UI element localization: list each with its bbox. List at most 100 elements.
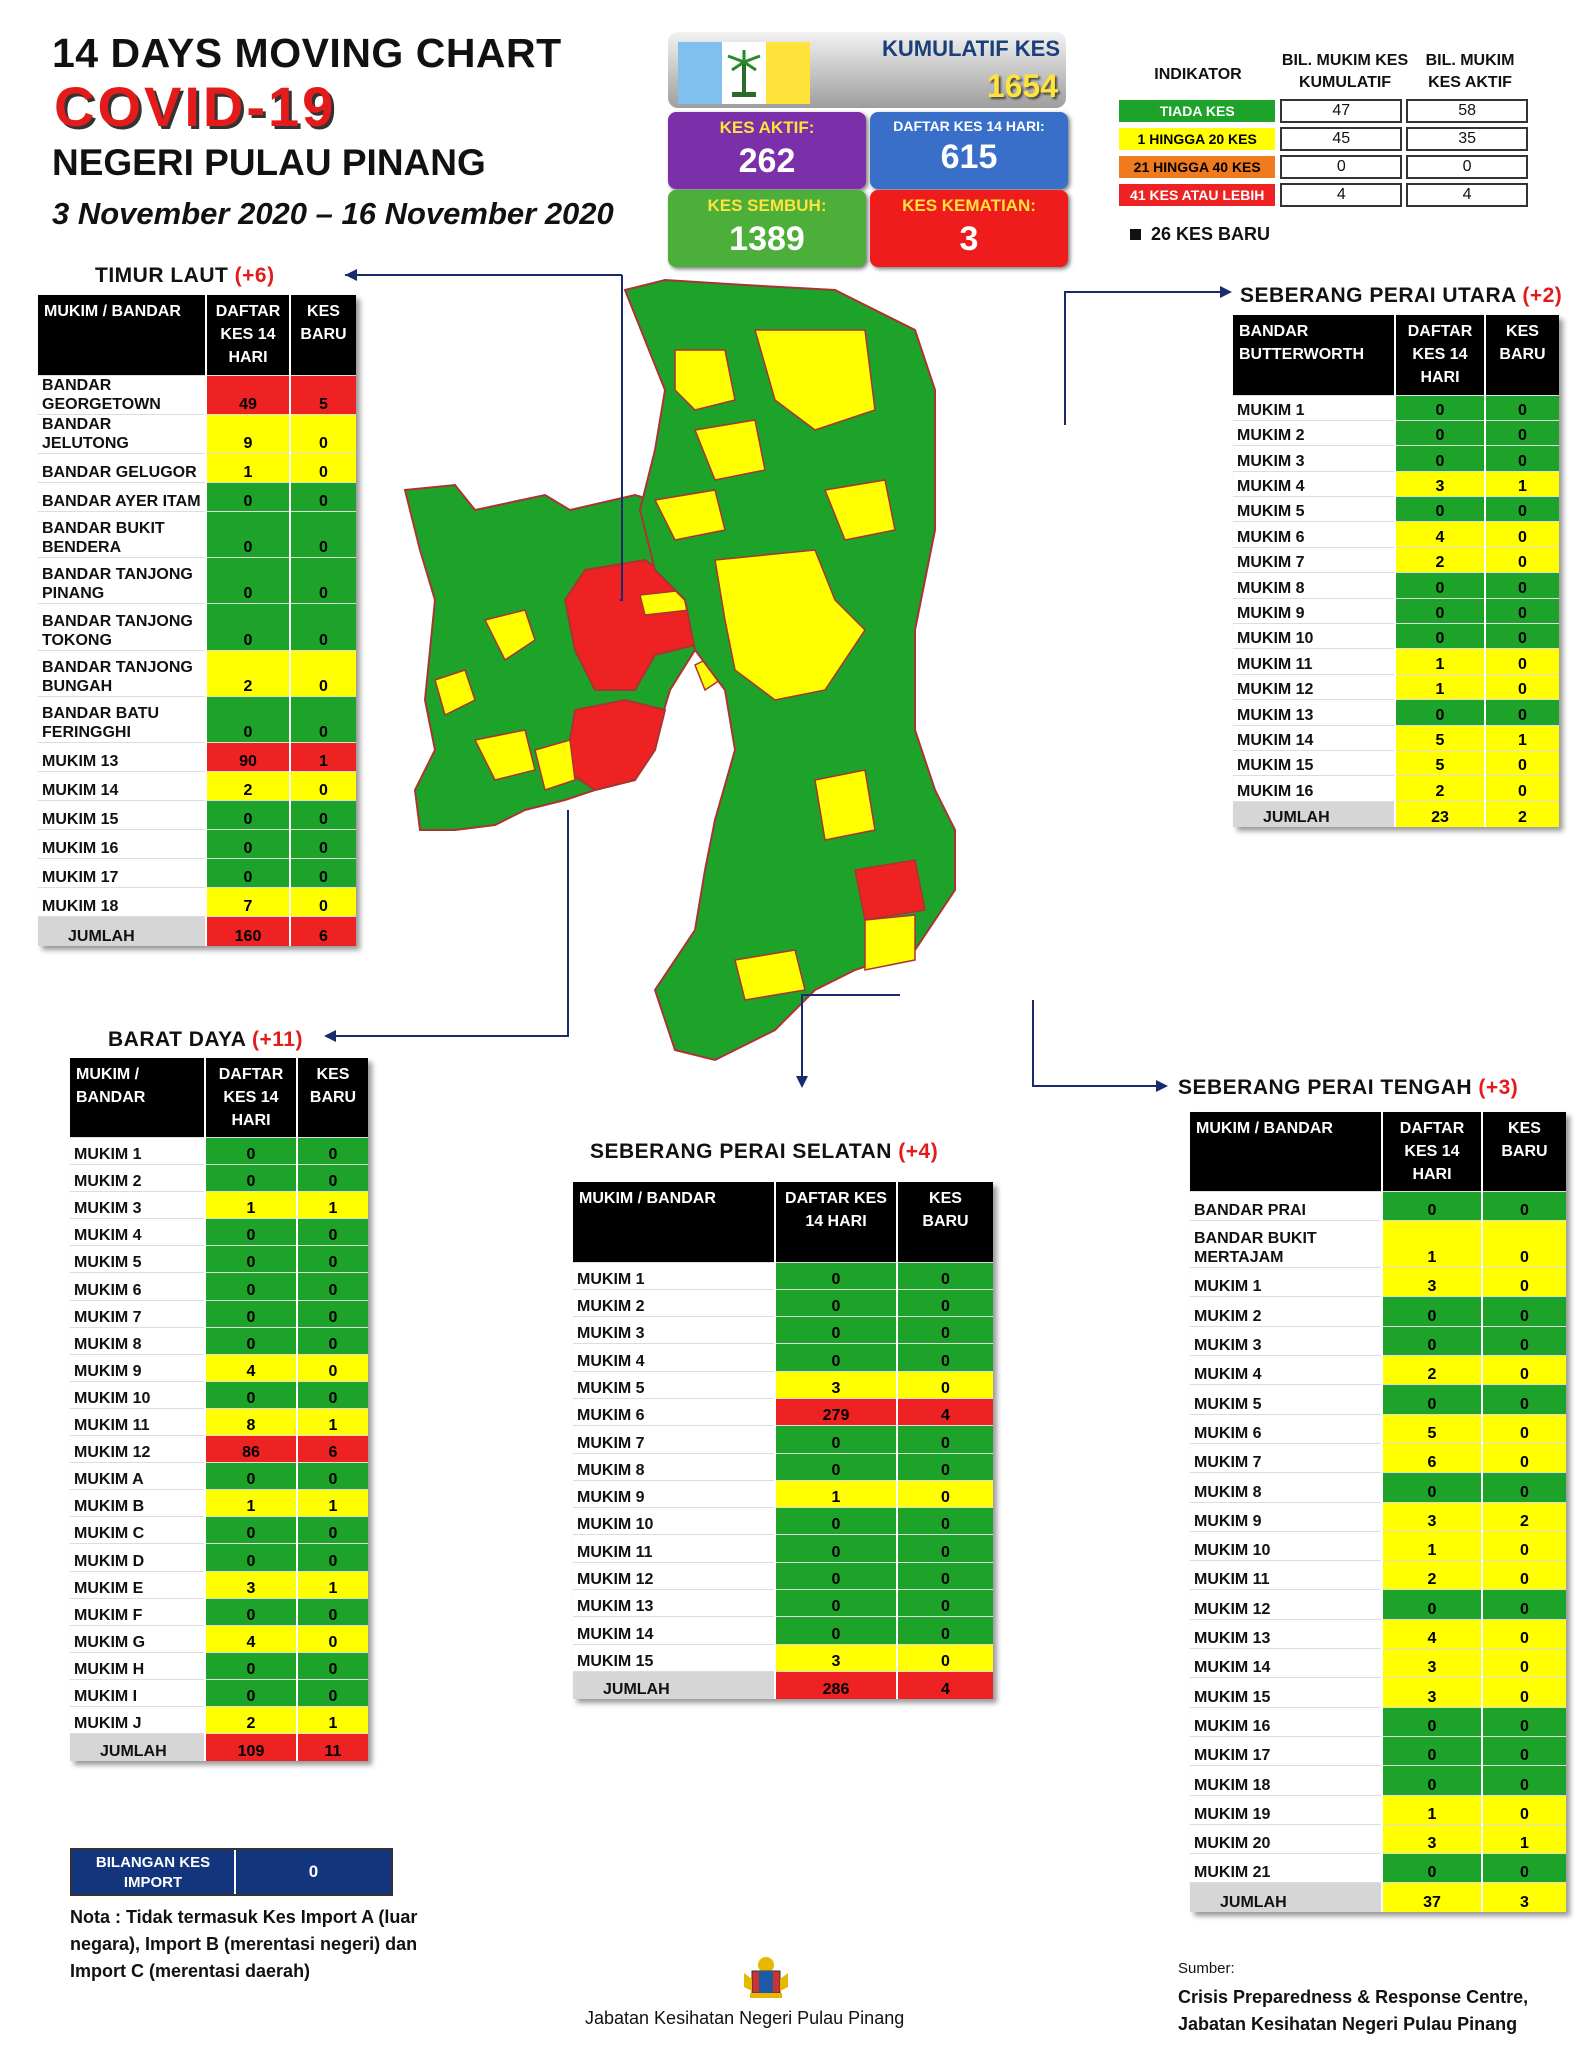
title-line1: 14 DAYS MOVING CHART bbox=[52, 30, 562, 76]
row-name: MUKIM 8 bbox=[1233, 572, 1395, 599]
row-name: MUKIM 12 bbox=[573, 1561, 775, 1590]
row-name: MUKIM 21 bbox=[1190, 1853, 1382, 1883]
row-baru-value: 0 bbox=[289, 556, 356, 604]
row-name: MUKIM 10 bbox=[573, 1507, 775, 1535]
column-header: MUKIM / BANDAR bbox=[573, 1182, 775, 1262]
row-name: MUKIM 7 bbox=[573, 1425, 775, 1454]
table-row: MUKIM 10 1 0 bbox=[1190, 1530, 1566, 1561]
table-row: MUKIM 15 0 0 bbox=[38, 800, 356, 830]
table-row: MUKIM 10 0 0 bbox=[70, 1380, 368, 1409]
indicator-aktif: 35 bbox=[1406, 127, 1528, 151]
column-header: KES BARU bbox=[1481, 1112, 1566, 1192]
table-row: MUKIM 14 0 0 bbox=[573, 1616, 993, 1645]
row-name: MUKIM 14 bbox=[573, 1616, 775, 1645]
table-row: MUKIM 11 0 0 bbox=[573, 1534, 993, 1563]
row-daftar-value: 0 bbox=[1381, 1472, 1482, 1503]
row-daftar-value: 1 bbox=[1381, 1220, 1482, 1268]
table-row: MUKIM 10 0 0 bbox=[1233, 623, 1559, 649]
row-daftar-value: 0 bbox=[204, 1218, 297, 1246]
sumber-label: Sumber: bbox=[1178, 1960, 1235, 1977]
row-daftar-value: 23 bbox=[1394, 800, 1485, 827]
import-label: BILANGAN KES IMPORT bbox=[72, 1850, 234, 1894]
kumulatif-label: KUMULATIF KES bbox=[881, 36, 1060, 61]
sps-table: MUKIM / BANDAR DAFTAR KES 14 HARI KES BARU… bbox=[573, 1182, 993, 1699]
row-name: MUKIM 3 bbox=[573, 1316, 775, 1344]
row-baru-value: 0 bbox=[1481, 1472, 1566, 1503]
column-header: DAFTAR KES 14 HARI bbox=[204, 1058, 297, 1138]
row-daftar-value: 0 bbox=[1381, 1853, 1482, 1883]
table-header-row: MUKIM / BANDAR DAFTAR KES 14 HARI KES BARU bbox=[38, 295, 356, 375]
row-baru-value: 0 bbox=[896, 1616, 993, 1645]
row-baru-value: 0 bbox=[1484, 546, 1559, 573]
row-name: MUKIM 9 bbox=[573, 1479, 775, 1508]
row-baru-value: 0 bbox=[296, 1624, 368, 1653]
row-name: MUKIM 10 bbox=[1190, 1530, 1382, 1561]
row-baru-value: 0 bbox=[1481, 1384, 1566, 1415]
kumulatif-value: 1654 bbox=[986, 68, 1058, 104]
row-daftar-value: 0 bbox=[1394, 572, 1485, 599]
row-baru-value: 0 bbox=[896, 1534, 993, 1563]
row-name: MUKIM 2 bbox=[70, 1164, 205, 1192]
import-box: BILANGAN KES IMPORT 0 bbox=[70, 1848, 393, 1896]
table-row: MUKIM 19 1 0 bbox=[1190, 1794, 1566, 1825]
row-daftar-value: 1 bbox=[204, 1191, 297, 1219]
table-row: MUKIM 20 3 1 bbox=[1190, 1823, 1566, 1854]
row-baru-value: 0 bbox=[1481, 1355, 1566, 1385]
new-cases-text: 26 KES BARU bbox=[1151, 224, 1271, 244]
kes-kematian-value: 3 bbox=[959, 220, 979, 258]
row-name: MUKIM H bbox=[70, 1651, 205, 1680]
row-daftar-value: 4 bbox=[1381, 1618, 1482, 1649]
row-daftar-value: 1 bbox=[1394, 648, 1485, 675]
row-daftar-value: 4 bbox=[1394, 521, 1485, 548]
row-daftar-value: 0 bbox=[1394, 496, 1485, 522]
row-daftar-value: 0 bbox=[774, 1561, 897, 1590]
table-row: MUKIM 17 0 0 bbox=[38, 858, 356, 888]
spu-title: SEBERANG PERAI UTARA (+2) bbox=[1240, 284, 1562, 308]
row-name: MUKIM C bbox=[70, 1516, 205, 1544]
row-daftar-value: 0 bbox=[205, 510, 290, 558]
table-row: MUKIM 13 90 1 bbox=[38, 742, 356, 772]
row-baru-value: 0 bbox=[896, 1507, 993, 1535]
row-name: MUKIM 18 bbox=[38, 887, 206, 917]
footer-department: Jabatan Kesihatan Negeri Pulau Pinang bbox=[585, 2008, 905, 2028]
row-daftar-value: 0 bbox=[774, 1425, 897, 1454]
row-name: MUKIM 6 bbox=[1233, 521, 1395, 548]
row-name: MUKIM 12 bbox=[1233, 673, 1395, 700]
row-name: MUKIM 9 bbox=[1233, 597, 1395, 624]
row-baru-value: 0 bbox=[1481, 1413, 1566, 1444]
row-baru-value: 4 bbox=[896, 1670, 993, 1699]
indicator-kumulatif: 47 bbox=[1280, 99, 1403, 123]
row-baru-value: 0 bbox=[296, 1516, 368, 1544]
row-baru-value: 0 bbox=[1484, 496, 1559, 522]
table-total-row: JUMLAH 286 4 bbox=[573, 1670, 993, 1699]
column-header: KES BARU bbox=[896, 1182, 993, 1262]
row-name: MUKIM 4 bbox=[70, 1218, 205, 1246]
row-daftar-value: 0 bbox=[774, 1616, 897, 1645]
row-baru-value: 0 bbox=[1481, 1677, 1566, 1708]
row-baru-value: 0 bbox=[296, 1164, 368, 1192]
row-name: MUKIM J bbox=[70, 1705, 205, 1734]
table-row: MUKIM 14 2 0 bbox=[38, 771, 356, 801]
row-name: MUKIM 5 bbox=[573, 1370, 775, 1399]
row-daftar-value: 9 bbox=[205, 413, 290, 453]
row-baru-value: 0 bbox=[296, 1543, 368, 1571]
row-daftar-value: 0 bbox=[1381, 1296, 1482, 1327]
row-name: MUKIM G bbox=[70, 1624, 205, 1653]
row-name: MUKIM 6 bbox=[1190, 1413, 1382, 1444]
row-daftar-value: 0 bbox=[774, 1288, 897, 1317]
row-baru-value: 1 bbox=[1484, 470, 1559, 497]
kes-sembuh-label: KES SEMBUH: bbox=[707, 196, 827, 215]
row-baru-value: 0 bbox=[896, 1589, 993, 1617]
row-name: MUKIM 7 bbox=[1190, 1442, 1382, 1473]
row-name: MUKIM 4 bbox=[1233, 470, 1395, 497]
row-daftar-value: 0 bbox=[1394, 445, 1485, 472]
sps-plus: (+4) bbox=[898, 1140, 939, 1163]
